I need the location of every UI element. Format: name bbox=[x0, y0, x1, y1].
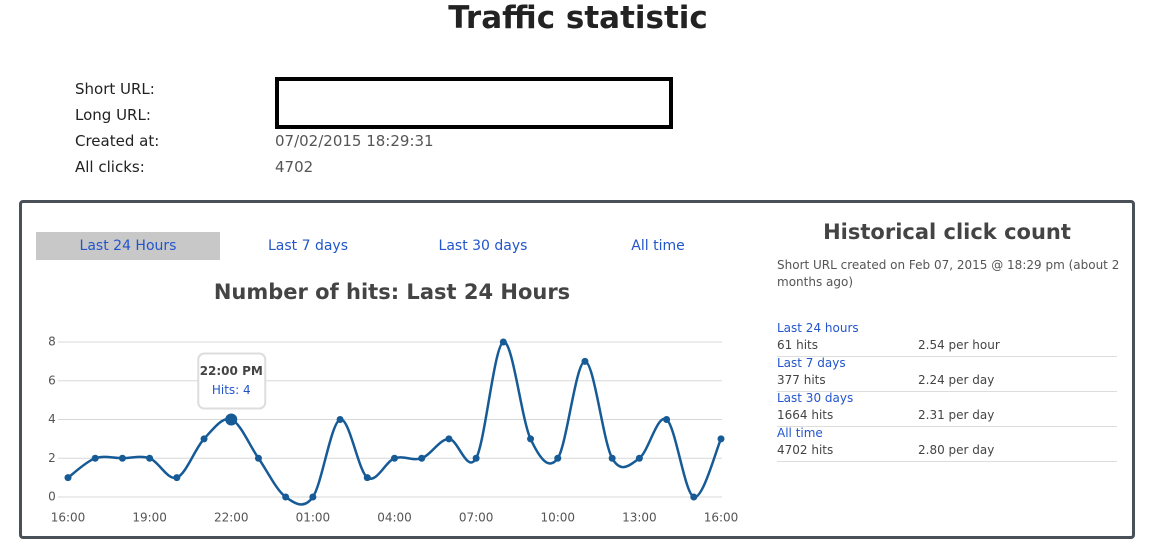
info-label: Long URL: bbox=[75, 106, 151, 124]
point bbox=[200, 435, 208, 443]
history-period[interactable]: Last 24 hours bbox=[777, 321, 859, 335]
history-hits: 1664 hits bbox=[777, 408, 834, 422]
history-period[interactable]: Last 30 days bbox=[777, 391, 854, 405]
divider bbox=[777, 461, 1117, 462]
info-label: Created at: bbox=[75, 132, 160, 150]
divider bbox=[777, 426, 1117, 427]
x-tick-label: 22:00 bbox=[214, 511, 249, 525]
info-label: Short URL: bbox=[75, 80, 155, 98]
x-tick-label: 13:00 bbox=[622, 511, 657, 525]
history-hits: 61 hits bbox=[777, 338, 818, 352]
history-rate: 2.24 per day bbox=[918, 373, 995, 387]
divider bbox=[777, 391, 1117, 392]
point bbox=[527, 435, 535, 443]
history-title: Historical click count bbox=[823, 220, 1071, 244]
point bbox=[472, 454, 480, 462]
point bbox=[363, 474, 371, 482]
history-period[interactable]: Last 7 days bbox=[777, 356, 846, 370]
point bbox=[717, 435, 725, 443]
x-tick-label: 04:00 bbox=[377, 511, 412, 525]
line bbox=[67, 340, 723, 506]
point bbox=[225, 413, 238, 426]
history-period[interactable]: All time bbox=[777, 426, 823, 440]
stats-panel bbox=[19, 200, 1135, 539]
point bbox=[499, 338, 507, 346]
point bbox=[391, 454, 398, 462]
tab[interactable]: All time bbox=[631, 238, 685, 254]
chart-title: Number of hits: Last 24 Hours bbox=[213, 280, 571, 304]
point bbox=[173, 474, 181, 482]
y-tick-label: 0 bbox=[48, 490, 56, 504]
point bbox=[309, 493, 317, 501]
info-value: 07/02/2015 18:29:31 bbox=[275, 132, 434, 150]
tab[interactable]: Last 7 days bbox=[267, 238, 348, 254]
point bbox=[445, 435, 453, 443]
point bbox=[418, 454, 426, 462]
history-hits: 4702 hits bbox=[777, 443, 834, 457]
history-rate: 2.54 per hour bbox=[918, 338, 1000, 352]
point bbox=[118, 454, 126, 462]
x-tick-label: 16:00 bbox=[704, 511, 739, 525]
history-subtitle: Short URL created on Feb 07, 2015 @ 18:2… bbox=[777, 258, 1120, 289]
y-tick-label: 2 bbox=[48, 451, 56, 465]
x-tick-label: 19:00 bbox=[132, 511, 167, 525]
tooltip bbox=[197, 352, 267, 410]
info-value: 4702 bbox=[275, 158, 314, 176]
y-tick-label: 4 bbox=[48, 412, 56, 426]
page-title: Traffic statistic bbox=[448, 0, 708, 36]
tab[interactable]: Last 24 Hours bbox=[36, 232, 220, 260]
y-tick-label: 6 bbox=[48, 373, 56, 387]
point bbox=[254, 454, 262, 462]
point bbox=[581, 357, 589, 365]
point bbox=[64, 474, 72, 482]
x-tick-label: 07:00 bbox=[459, 511, 494, 525]
x-tick-label: 01:00 bbox=[296, 511, 331, 525]
divider bbox=[777, 356, 1117, 357]
point bbox=[663, 416, 671, 423]
point bbox=[690, 493, 698, 501]
point bbox=[608, 454, 616, 462]
redacted-box bbox=[275, 77, 673, 129]
point bbox=[282, 493, 290, 501]
point bbox=[336, 416, 344, 423]
point bbox=[554, 454, 562, 462]
info-label: All clicks: bbox=[75, 158, 145, 176]
history-rate: 2.31 per day bbox=[918, 408, 995, 422]
x-tick-label: 16:00 bbox=[51, 511, 86, 525]
point bbox=[146, 454, 154, 462]
point bbox=[635, 454, 643, 462]
y-tick-label: 8 bbox=[48, 335, 56, 349]
tooltip-label: Hits: 4 bbox=[212, 383, 251, 397]
point bbox=[91, 454, 99, 462]
history-hits: 377 hits bbox=[777, 373, 826, 387]
x-tick-label: 10:00 bbox=[540, 511, 575, 525]
tab[interactable]: Last 30 days bbox=[438, 238, 528, 254]
history-rate: 2.80 per day bbox=[918, 443, 995, 457]
tooltip-title: 22:00 PM bbox=[200, 364, 263, 378]
